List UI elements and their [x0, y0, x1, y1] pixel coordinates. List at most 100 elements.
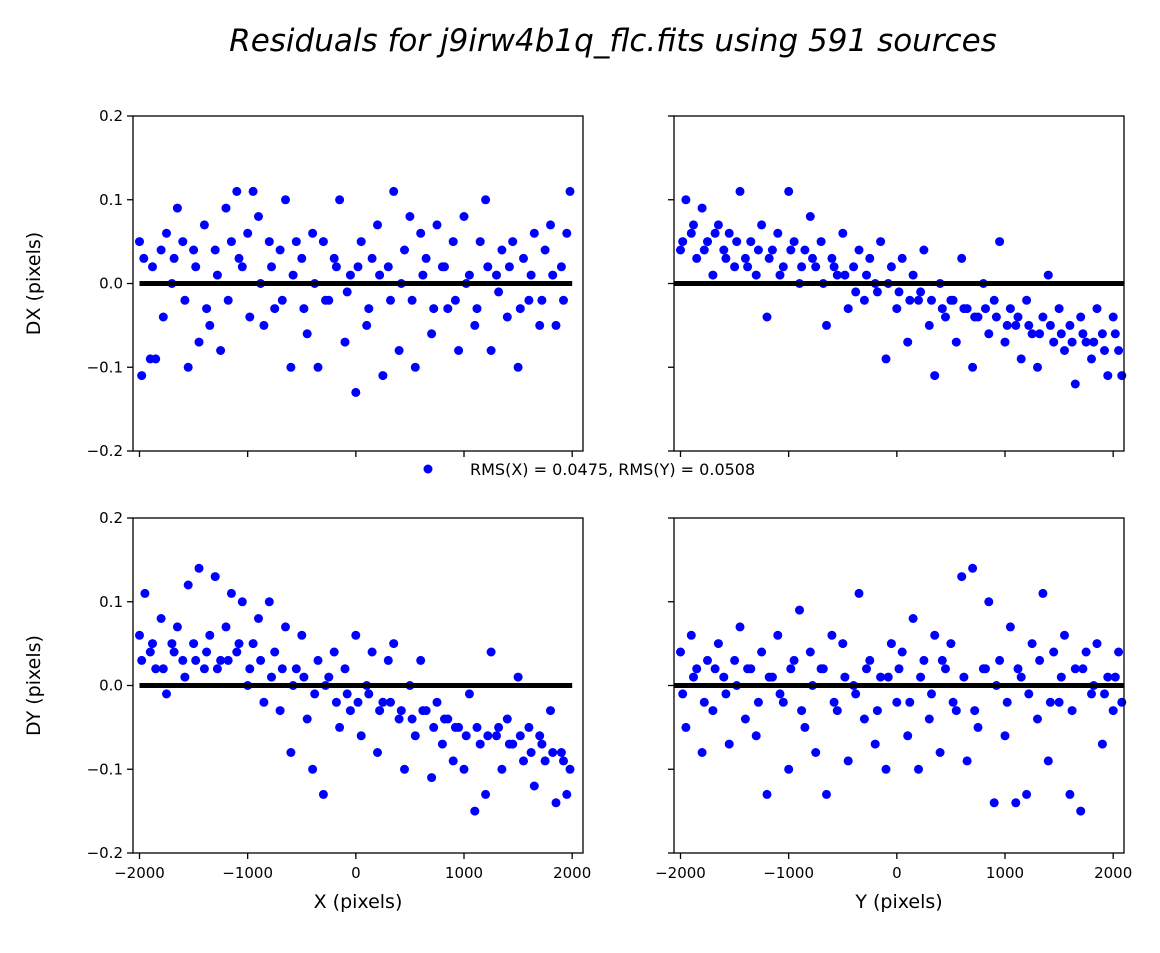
data-point: [1049, 647, 1059, 657]
y-tick-label: 0.0: [99, 677, 123, 695]
data-point: [697, 203, 707, 213]
data-point: [1005, 622, 1015, 632]
data-point: [331, 697, 341, 707]
x-tick-label: 2000: [1094, 864, 1132, 882]
data-point: [162, 689, 171, 699]
data-point: [1045, 320, 1055, 330]
data-point: [732, 237, 742, 247]
data-point: [984, 597, 994, 607]
data-point: [483, 262, 493, 272]
data-point: [959, 672, 969, 682]
data-point: [546, 220, 555, 230]
data-point: [356, 237, 366, 247]
data-point: [331, 262, 341, 272]
data-point: [1117, 371, 1127, 381]
data-point: [892, 697, 902, 707]
data-point: [1076, 312, 1086, 322]
data-point: [537, 739, 547, 749]
data-point: [984, 329, 994, 339]
data-point: [223, 295, 233, 305]
data-point: [1092, 304, 1102, 314]
data-point: [941, 312, 950, 322]
data-point: [351, 630, 361, 640]
data-point: [811, 748, 821, 757]
data-point: [167, 639, 177, 649]
data-point: [335, 195, 345, 205]
data-point: [1076, 806, 1086, 816]
data-point: [450, 722, 460, 732]
data-point: [383, 262, 393, 272]
data-point: [448, 756, 458, 766]
data-point: [743, 262, 753, 272]
data-point: [497, 245, 507, 255]
data-point: [1067, 706, 1077, 716]
data-point: [429, 304, 439, 314]
data-point: [843, 756, 853, 766]
data-point: [481, 789, 491, 799]
data-point: [1022, 789, 1032, 799]
data-point: [1114, 346, 1124, 355]
data-point: [270, 304, 280, 314]
data-point: [795, 605, 804, 615]
data-point: [1067, 337, 1077, 347]
data-point: [308, 228, 318, 238]
data-point: [881, 354, 891, 364]
data-point: [169, 647, 179, 657]
data-point: [194, 563, 204, 573]
data-point: [1016, 354, 1026, 364]
data-point: [405, 212, 415, 221]
data-point: [202, 647, 212, 657]
data-point: [724, 228, 734, 238]
data-point: [519, 253, 528, 263]
data-point: [784, 186, 794, 196]
data-point: [248, 639, 258, 649]
data-point: [275, 245, 285, 255]
data-point: [515, 731, 525, 741]
data-point: [526, 748, 536, 757]
data-point: [386, 697, 395, 707]
data-point: [492, 731, 501, 741]
data-point: [135, 630, 144, 640]
data-point: [743, 664, 753, 674]
data-point: [703, 655, 712, 665]
data-point: [1005, 304, 1015, 314]
data-point: [865, 655, 875, 665]
data-point: [504, 262, 514, 272]
data-point: [753, 245, 763, 255]
data-point: [1060, 346, 1069, 355]
data-point: [894, 287, 904, 297]
data-point: [735, 186, 745, 196]
data-point: [362, 320, 372, 330]
data-point: [535, 731, 545, 741]
data-point: [1033, 362, 1042, 372]
data-point: [472, 304, 482, 314]
data-point: [1035, 329, 1045, 339]
data-point: [313, 362, 323, 372]
data-point: [556, 748, 566, 757]
data-point: [851, 689, 861, 699]
data-point: [394, 346, 404, 355]
data-point: [440, 262, 449, 272]
x-tick-label: −1000: [222, 864, 273, 882]
data-point: [264, 597, 274, 607]
data-point: [345, 270, 355, 280]
data-point: [1089, 337, 1099, 347]
data-point: [373, 748, 382, 757]
data-point: [1087, 689, 1096, 699]
data-point: [818, 664, 828, 674]
data-point: [137, 371, 147, 381]
data-point: [162, 228, 171, 238]
x-axis-label: X (pixels): [314, 891, 403, 913]
subplot-dx-vs-y: [668, 115, 1127, 457]
data-point: [678, 237, 688, 247]
data-point: [914, 764, 923, 774]
data-point: [778, 697, 788, 707]
data-point: [407, 714, 417, 724]
data-point: [862, 270, 871, 280]
data-point: [194, 337, 204, 347]
data-point: [515, 304, 525, 314]
data-point: [876, 237, 886, 247]
data-point: [158, 664, 168, 674]
chart-title: Residuals for j9irw4b1q_flc.fits using 5…: [229, 23, 997, 59]
data-point: [957, 253, 967, 263]
